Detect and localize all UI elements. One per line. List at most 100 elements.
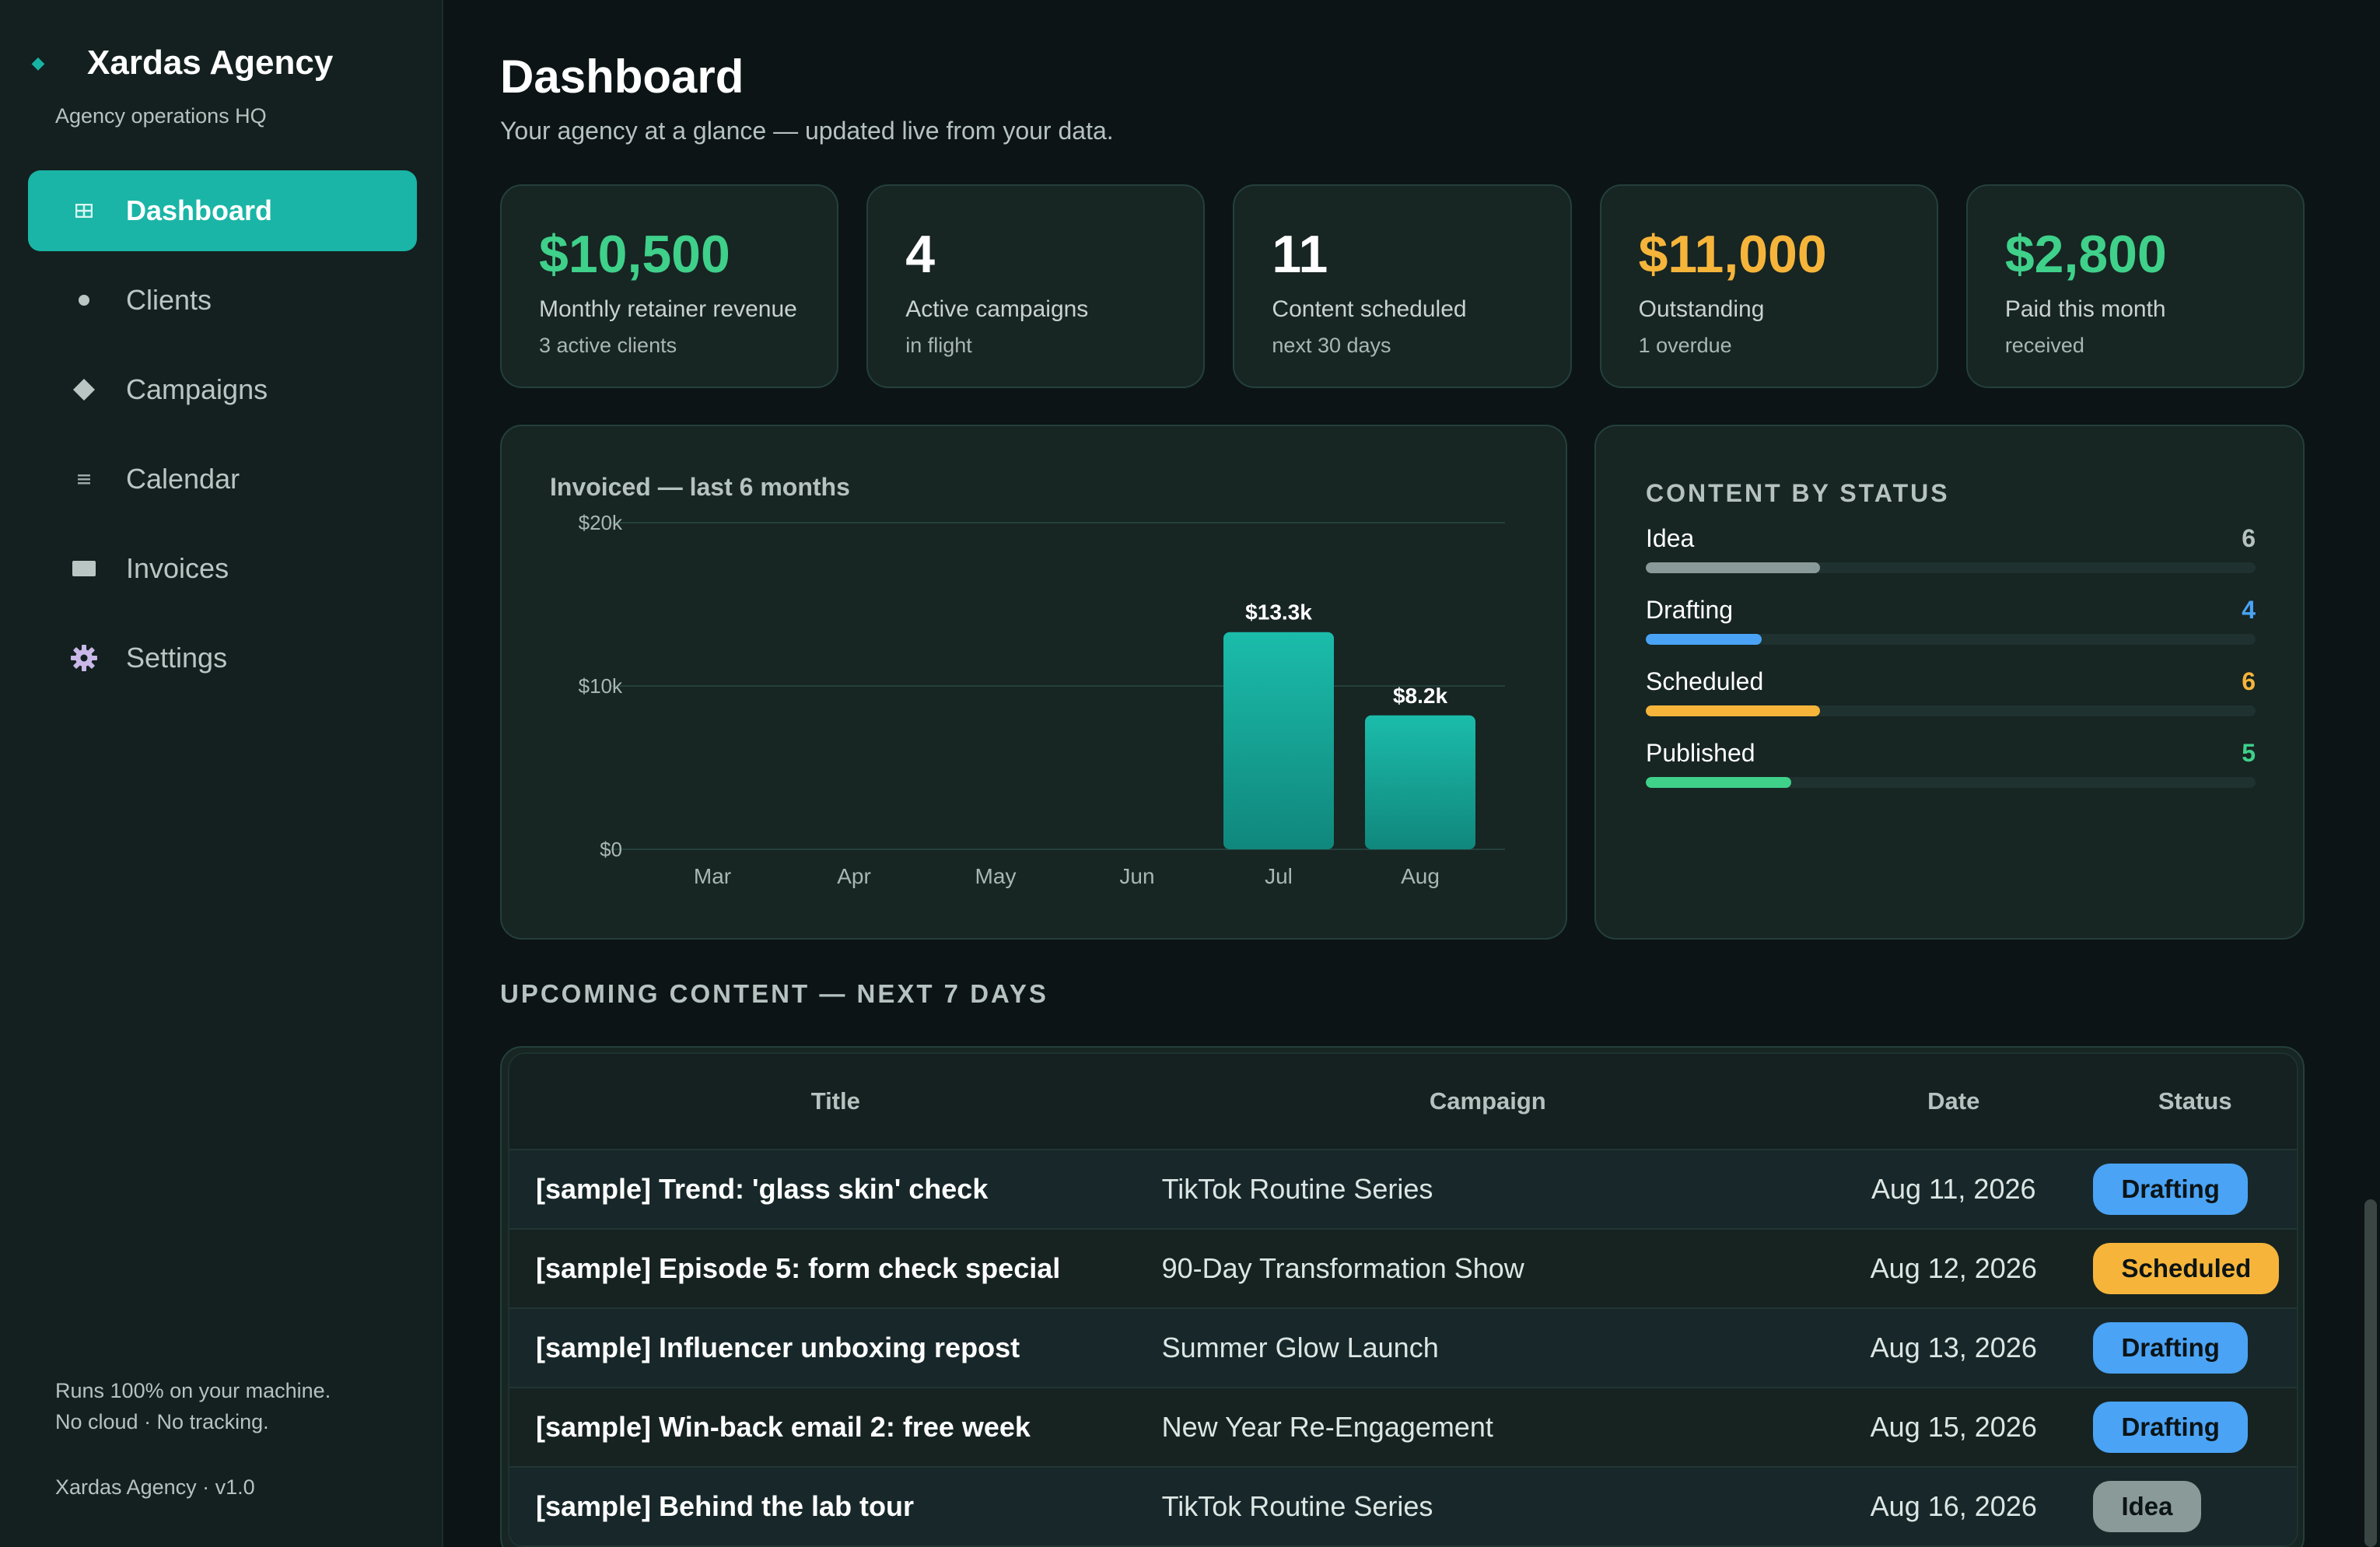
upcoming-content-table: Title Campaign Date Status [sample] Tren… bbox=[508, 1052, 2298, 1547]
invoice-icon bbox=[68, 559, 100, 578]
stat-meta: 3 active clients bbox=[539, 334, 677, 357]
row-title: [sample] Behind the lab tour bbox=[536, 1490, 915, 1522]
bar-value-label: $8.2k bbox=[1393, 684, 1447, 708]
sidebar-item-label: Settings bbox=[126, 642, 228, 674]
table-row[interactable]: [sample] Win-back email 2: free week New… bbox=[509, 1388, 2297, 1468]
gear-icon bbox=[68, 644, 100, 672]
status-badge: Drafting bbox=[2093, 1164, 2248, 1215]
table-row[interactable]: [sample] Influencer unboxing repost Summ… bbox=[509, 1309, 2297, 1388]
brand: ◆ Xardas Agency bbox=[26, 44, 334, 82]
brand-diamond-icon: ◆ bbox=[31, 53, 45, 72]
sidebar-item-invoices[interactable]: Invoices bbox=[28, 528, 417, 609]
stat-value: $10,500 bbox=[539, 225, 730, 284]
sidebar-item-calendar[interactable]: Calendar bbox=[28, 439, 417, 520]
sidebar-item-label: Clients bbox=[126, 284, 212, 316]
sidebar-item-label: Invoices bbox=[126, 552, 229, 584]
status-badge: Scheduled bbox=[2093, 1243, 2280, 1294]
sidebar-item-campaigns[interactable]: Campaigns bbox=[28, 349, 417, 430]
app-version: Xardas Agency · v1.0 bbox=[55, 1475, 255, 1499]
y-tick-label: $0 bbox=[600, 838, 622, 861]
table-row[interactable]: [sample] Trend: 'glass skin' check TikTo… bbox=[509, 1150, 2297, 1230]
status-count: 5 bbox=[2242, 739, 2256, 767]
stat-meta: received bbox=[2004, 334, 2084, 357]
x-tick-label: Apr bbox=[837, 864, 871, 888]
sidebar-item-label: Dashboard bbox=[126, 194, 273, 226]
brand-subtitle: Agency operations HQ bbox=[55, 104, 267, 128]
dot-icon bbox=[68, 294, 100, 306]
main-content: Dashboard Your agency at a glance — upda… bbox=[500, 0, 2305, 1547]
stat-value: 4 bbox=[905, 225, 936, 284]
status-track bbox=[1646, 634, 2256, 645]
table-header: Title Campaign Date Status bbox=[509, 1054, 2297, 1150]
invoiced-bar-chart: $0 $10k $20k Mar Apr May Jun $13.3k Jul $8.2k Aug bbox=[579, 511, 1505, 888]
calendar-icon bbox=[68, 473, 100, 485]
chart-bar[interactable] bbox=[1365, 715, 1475, 849]
footer-line: No cloud · No tracking. bbox=[55, 1410, 269, 1433]
stat-label: Paid this month bbox=[2004, 296, 2166, 322]
column-header-campaign[interactable]: Campaign bbox=[1429, 1087, 1546, 1115]
status-card-title: CONTENT BY STATUS bbox=[1646, 479, 1950, 507]
x-tick-label: Mar bbox=[694, 864, 731, 888]
stat-meta: 1 overdue bbox=[1638, 334, 1732, 357]
stat-cards: $10,500 Monthly retainer revenue 3 activ… bbox=[500, 184, 2305, 388]
sidebar-item-clients[interactable]: Clients bbox=[28, 260, 417, 341]
footer-line: Runs 100% on your machine. bbox=[55, 1379, 331, 1402]
column-header-title[interactable]: Title bbox=[810, 1087, 860, 1115]
page-scrollbar-thumb[interactable] bbox=[2364, 1199, 2377, 1547]
status-track bbox=[1646, 777, 2256, 788]
status-label: Idea bbox=[1646, 524, 1695, 552]
stat-card-retainer: $10,500 Monthly retainer revenue 3 activ… bbox=[500, 184, 839, 388]
stat-card-outstanding: $11,000 Outstanding 1 overdue bbox=[1599, 184, 1938, 388]
y-tick-label: $20k bbox=[579, 511, 623, 534]
column-header-status[interactable]: Status bbox=[2158, 1087, 2232, 1115]
row-title: [sample] Episode 5: form check special bbox=[536, 1252, 1061, 1284]
page-subtitle: Your agency at a glance — updated live f… bbox=[500, 117, 1114, 145]
chart-title: Invoiced — last 6 months bbox=[550, 473, 850, 501]
column-header-date[interactable]: Date bbox=[1927, 1087, 1980, 1115]
dashboard-icon bbox=[68, 204, 100, 218]
status-badge: Idea bbox=[2093, 1481, 2201, 1532]
stat-value: $2,800 bbox=[2004, 225, 2167, 284]
status-count: 6 bbox=[2242, 524, 2256, 552]
stat-meta: in flight bbox=[905, 334, 972, 357]
sidebar-item-dashboard[interactable]: Dashboard bbox=[28, 170, 417, 251]
chart-bar[interactable] bbox=[1223, 632, 1334, 849]
stat-card-paid: $2,800 Paid this month received bbox=[1965, 184, 2305, 388]
row-date: Aug 16, 2026 bbox=[1870, 1490, 2037, 1522]
table-row[interactable]: [sample] Episode 5: form check special 9… bbox=[509, 1230, 2297, 1309]
sidebar-item-label: Calendar bbox=[126, 463, 240, 495]
stat-label: Active campaigns bbox=[905, 296, 1089, 322]
x-tick-label: Jun bbox=[1119, 864, 1154, 888]
content-by-status-card: CONTENT BY STATUS Idea 6 Drafting 4 Sche… bbox=[1594, 425, 2305, 940]
stat-meta: next 30 days bbox=[1272, 334, 1391, 357]
stat-value: $11,000 bbox=[1638, 225, 1827, 284]
row-date: Aug 12, 2026 bbox=[1870, 1252, 2037, 1284]
stat-label: Outstanding bbox=[1638, 296, 1765, 322]
sidebar-footer-note: Runs 100% on your machine. No cloud · No… bbox=[55, 1375, 331, 1437]
x-tick-label: May bbox=[975, 864, 1017, 888]
status-fill bbox=[1646, 777, 1791, 788]
bar-value-label: $13.3k bbox=[1245, 600, 1312, 625]
status-fill bbox=[1646, 634, 1762, 645]
status-track bbox=[1646, 705, 2256, 716]
upcoming-content-table-card: Title Campaign Date Status [sample] Tren… bbox=[500, 1046, 2305, 1547]
y-tick-label: $10k bbox=[579, 674, 623, 698]
status-row-published: Published 5 bbox=[1646, 739, 2256, 810]
status-count: 4 bbox=[2242, 596, 2256, 624]
status-row-drafting: Drafting 4 bbox=[1646, 596, 2256, 667]
stat-label: Content scheduled bbox=[1272, 296, 1467, 322]
sidebar-item-settings[interactable]: Settings bbox=[28, 618, 417, 698]
table-row[interactable]: [sample] Behind the lab tour TikTok Rout… bbox=[509, 1468, 2297, 1547]
status-badge: Drafting bbox=[2093, 1322, 2248, 1374]
row-campaign: 90-Day Transformation Show bbox=[1161, 1252, 1524, 1284]
status-label: Scheduled bbox=[1646, 667, 1764, 695]
table-body: [sample] Trend: 'glass skin' check TikTo… bbox=[509, 1150, 2297, 1547]
row-date: Aug 11, 2026 bbox=[1871, 1173, 2036, 1205]
row-campaign: TikTok Routine Series bbox=[1161, 1490, 1433, 1522]
row-title: [sample] Trend: 'glass skin' check bbox=[536, 1173, 989, 1205]
sidebar-nav: Dashboard Clients Campaigns Calendar Inv… bbox=[28, 170, 417, 707]
row-campaign: Summer Glow Launch bbox=[1161, 1332, 1439, 1363]
status-label: Drafting bbox=[1646, 596, 1734, 624]
status-badge: Drafting bbox=[2093, 1402, 2248, 1453]
status-fill bbox=[1646, 705, 1820, 716]
